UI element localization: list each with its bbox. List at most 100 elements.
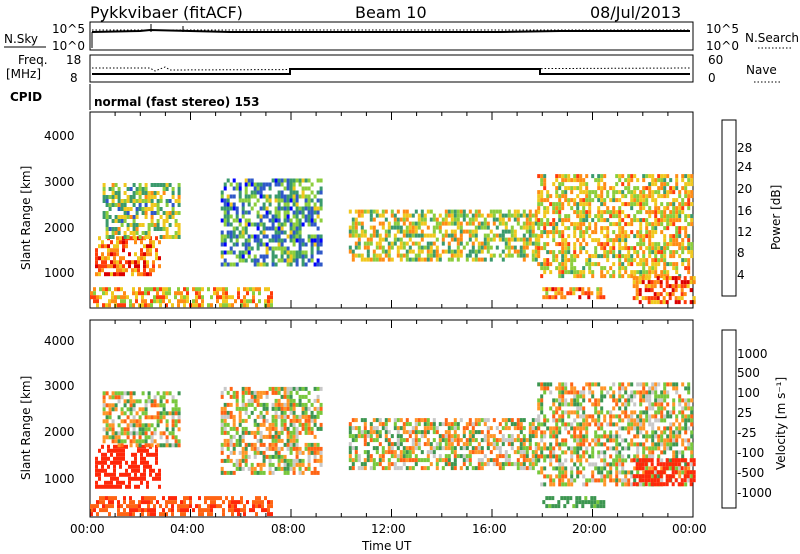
heatmap-cell: [687, 414, 691, 419]
heatmap-cell: [141, 431, 145, 436]
heatmap-cell: [681, 406, 685, 411]
heatmap-cell: [653, 474, 657, 479]
heatmap-cell: [234, 508, 237, 513]
heatmap-cell: [489, 434, 493, 439]
heatmap-cell: [129, 231, 133, 235]
heatmap-cell: [220, 446, 224, 451]
heatmap-cell: [372, 233, 376, 238]
heatmap-cell: [636, 454, 640, 459]
heatmap-cell: [262, 262, 266, 267]
heatmap-cell: [471, 241, 475, 246]
heatmap-cell: [390, 454, 394, 459]
heatmap-cell: [582, 182, 586, 187]
heatmap-cell: [238, 186, 242, 191]
heatmap-cell: [591, 418, 595, 423]
heatmap-cell: [561, 238, 565, 243]
heatmap-cell: [573, 418, 577, 423]
heatmap-cell: [244, 230, 248, 235]
heatmap-cell: [555, 266, 559, 271]
heatmap-cell: [573, 446, 577, 451]
heatmap-cell: [144, 411, 148, 416]
heatmap-cell: [621, 394, 625, 399]
heatmap-cell: [561, 178, 565, 183]
heatmap-cell: [147, 227, 151, 231]
heatmap-cell: [286, 178, 290, 183]
heatmap-cell: [235, 254, 239, 259]
heatmap-cell: [570, 266, 574, 271]
nsky-panel-frame: [89, 21, 694, 51]
heatmap-cell: [687, 402, 691, 407]
heatmap-cell: [292, 430, 296, 435]
heatmap-cell: [540, 246, 544, 251]
heatmap-cell: [384, 426, 388, 431]
heatmap-cell: [429, 209, 433, 214]
heatmap-cell: [138, 419, 142, 424]
heatmap-cell: [636, 230, 640, 235]
heatmap-cell: [144, 415, 148, 420]
heatmap-cell: [660, 174, 664, 179]
heatmap-cell: [168, 500, 171, 505]
heatmap-cell: [599, 295, 603, 300]
heatmap-cell: [417, 446, 421, 451]
heatmap-cell: [645, 398, 649, 403]
heatmap-cell: [543, 222, 547, 227]
heatmap-cell: [507, 462, 511, 467]
heatmap-cell: [120, 431, 124, 436]
heatmap-cell: [651, 262, 655, 267]
heatmap-cell: [609, 438, 613, 443]
heatmap-cell: [582, 438, 586, 443]
heatmap-cell: [271, 262, 275, 267]
heatmap-cell: [495, 454, 499, 459]
heatmap-cell: [414, 221, 418, 226]
heatmap-cell: [234, 500, 237, 505]
heatmap-cell: [660, 402, 664, 407]
heatmap-cell: [405, 430, 409, 435]
heatmap-cell: [105, 496, 108, 501]
heatmap-cell: [247, 454, 251, 459]
heatmap-cell: [650, 296, 654, 301]
heatmap-cell: [298, 446, 302, 451]
heatmap-cell: [480, 430, 484, 435]
heatmap-cell: [537, 190, 541, 195]
heatmap-cell: [582, 426, 586, 431]
heatmap-cell: [244, 246, 248, 251]
heatmap-cell: [651, 226, 655, 231]
heatmap-cell: [519, 422, 523, 427]
heatmap-cell: [264, 496, 267, 501]
heatmap-cell: [271, 422, 275, 427]
heatmap-cell: [98, 264, 101, 269]
heatmap-cell: [226, 178, 230, 183]
heatmap-cell: [420, 434, 424, 439]
heatmap-cell: [286, 258, 290, 263]
heatmap-cell: [630, 194, 634, 199]
heatmap-cell: [654, 430, 658, 435]
heatmap-cell: [232, 470, 236, 475]
heatmap-cell: [223, 414, 227, 419]
heatmap-cell: [149, 248, 152, 253]
heatmap-cell: [648, 246, 652, 251]
heatmap-cell: [171, 211, 175, 215]
heatmap-cell: [120, 207, 124, 211]
heatmap-cell: [135, 211, 139, 215]
heatmap-cell: [576, 222, 580, 227]
heatmap-cell: [549, 482, 553, 487]
heatmap-cell: [177, 299, 180, 304]
heatmap-cell: [567, 446, 571, 451]
heatmap-cell: [552, 414, 556, 419]
heatmap-cell: [247, 218, 251, 223]
heatmap-cell: [247, 210, 251, 215]
heatmap-cell: [129, 411, 133, 416]
nsky-left-tick-top: 10^5: [52, 22, 85, 36]
heatmap-cell: [289, 262, 293, 267]
heatmap-cell: [552, 430, 556, 435]
heatmap-cell: [108, 235, 112, 239]
heatmap-cell: [672, 202, 676, 207]
heatmap-cell: [557, 504, 561, 509]
heatmap-cell: [621, 234, 625, 239]
heatmap-cell: [582, 214, 586, 219]
heatmap-cell: [471, 233, 475, 238]
heatmap-cell: [231, 303, 234, 308]
heatmap-cell: [585, 194, 589, 199]
heatmap-cell: [265, 246, 269, 251]
heatmap-cell: [363, 233, 367, 238]
